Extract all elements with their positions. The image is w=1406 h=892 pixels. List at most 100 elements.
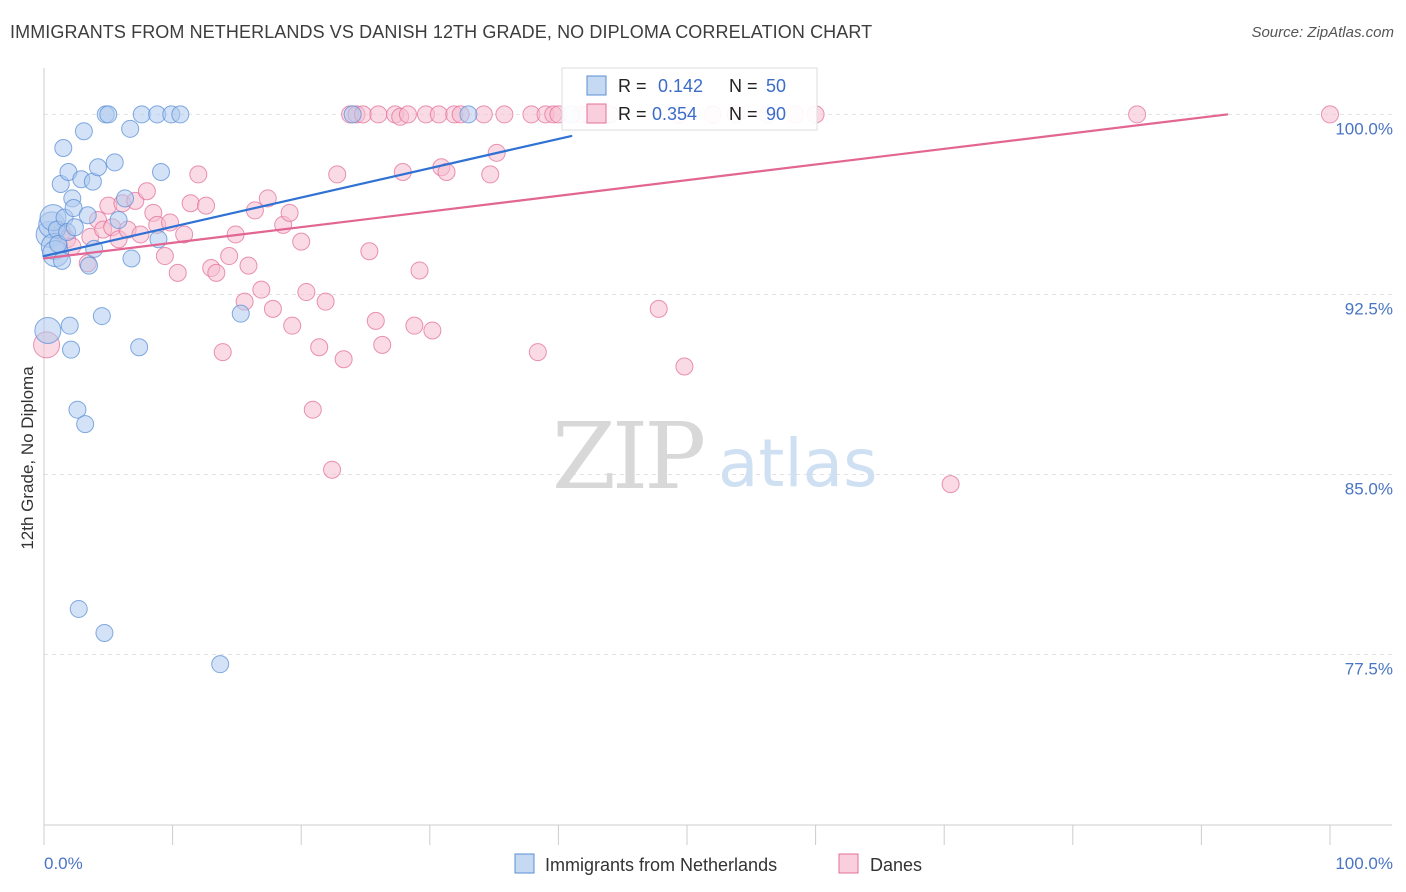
stats-r-value-2: 0.354 xyxy=(652,104,697,124)
x-tick-labels: 0.0% 100.0% xyxy=(44,854,1393,873)
netherlands-point xyxy=(69,599,88,618)
grid-lines xyxy=(44,113,1392,656)
stats-n-label-1: N = xyxy=(729,76,758,96)
x-tick-label-min: 0.0% xyxy=(44,854,83,873)
danes-point xyxy=(405,316,424,335)
netherlands-point xyxy=(122,249,141,268)
netherlands-point xyxy=(121,119,140,138)
stats-n-label-2: N = xyxy=(729,104,758,124)
netherlands-point xyxy=(74,122,93,141)
danes-point xyxy=(410,261,429,280)
stats-pink-swatch xyxy=(586,103,607,124)
stats-n-value-2: 90 xyxy=(766,104,786,124)
danes-point xyxy=(155,247,174,266)
stats-r-label-2: R = xyxy=(618,104,647,124)
danes-point xyxy=(258,189,277,208)
netherlands-point xyxy=(64,199,83,218)
stats-blue-swatch xyxy=(586,75,607,96)
netherlands-point xyxy=(92,307,111,326)
netherlands-point xyxy=(60,316,79,335)
netherlands-point xyxy=(130,338,149,357)
y-tick-label: 77.5% xyxy=(1345,660,1393,679)
danes-point xyxy=(429,105,448,124)
legend-label-danes: Danes xyxy=(870,855,922,875)
netherlands-point xyxy=(62,340,81,359)
danes-point xyxy=(137,182,156,201)
y-axis-label: 12th Grade, No Diploma xyxy=(18,366,37,550)
netherlands-point xyxy=(78,206,97,225)
danes-point xyxy=(297,283,316,302)
danes-point xyxy=(207,263,226,282)
netherlands-point xyxy=(211,655,230,674)
netherlands-point xyxy=(231,304,250,323)
danes-point xyxy=(1321,105,1339,124)
netherlands-point xyxy=(132,105,151,124)
danes-point xyxy=(398,105,417,124)
netherlands-point xyxy=(54,139,73,158)
danes-point xyxy=(220,247,239,266)
netherlands-points xyxy=(34,105,581,674)
danes-point xyxy=(213,343,232,362)
danes-point xyxy=(941,475,960,494)
danes-point xyxy=(280,203,299,222)
danes-point xyxy=(323,460,342,479)
danes-point xyxy=(328,165,347,184)
netherlands-point xyxy=(95,623,114,642)
danes-point xyxy=(373,335,392,354)
y-tick-label: 92.5% xyxy=(1345,299,1393,318)
danes-point xyxy=(181,194,200,213)
source-credit: Source: ZipAtlas.com xyxy=(1251,24,1394,41)
netherlands-point xyxy=(99,105,118,124)
netherlands-point xyxy=(68,400,87,419)
chart-title: IMMIGRANTS FROM NETHERLANDS VS DANISH 12… xyxy=(10,22,873,42)
danes-point xyxy=(334,350,353,369)
stats-r-value-1: 0.142 xyxy=(658,76,703,96)
danes-point xyxy=(423,321,442,340)
danes-point xyxy=(303,400,322,419)
y-tick-label: 85.0% xyxy=(1345,480,1393,499)
danes-point xyxy=(175,225,194,244)
netherlands-point xyxy=(116,189,135,208)
danes-point xyxy=(360,242,379,261)
legend: Immigrants from Netherlands Danes xyxy=(514,853,922,875)
trend-lines xyxy=(42,113,1229,260)
netherlands-point xyxy=(109,211,128,230)
stats-box: R = 0.142 N = 50 R = 0.354 N = 90 xyxy=(561,67,818,131)
danes-point xyxy=(649,299,668,318)
danes-point xyxy=(263,299,282,318)
stats-r-label-1: R = xyxy=(618,76,647,96)
netherlands-trend-line xyxy=(42,134,573,258)
x-tick-label-max: 100.0% xyxy=(1335,854,1393,873)
legend-label-netherlands: Immigrants from Netherlands xyxy=(545,855,777,875)
legend-swatch-netherlands xyxy=(514,853,535,874)
netherlands-point xyxy=(105,153,124,172)
netherlands-point xyxy=(89,158,108,177)
danes-point xyxy=(369,105,388,124)
danes-point xyxy=(316,292,335,311)
danes-trend-line xyxy=(42,113,1229,260)
netherlands-point xyxy=(459,105,478,124)
danes-point xyxy=(239,256,258,275)
danes-point xyxy=(252,280,271,299)
axes xyxy=(43,68,1392,845)
danes-point xyxy=(474,105,493,124)
netherlands-point xyxy=(34,316,62,344)
danes-point xyxy=(481,165,500,184)
danes-point xyxy=(310,338,329,357)
danes-point xyxy=(197,196,216,215)
watermark-atlas: atlas xyxy=(718,425,878,502)
netherlands-point xyxy=(171,105,190,124)
legend-swatch-danes xyxy=(838,853,859,874)
netherlands-point xyxy=(152,163,171,182)
danes-point xyxy=(366,311,385,330)
netherlands-point xyxy=(343,105,362,124)
danes-point xyxy=(675,357,694,376)
danes-point xyxy=(189,165,208,184)
stats-n-value-1: 50 xyxy=(766,76,786,96)
danes-point xyxy=(1128,105,1147,124)
danes-point xyxy=(168,263,187,282)
netherlands-point xyxy=(80,256,99,275)
danes-point xyxy=(292,232,311,251)
danes-point xyxy=(495,105,514,124)
